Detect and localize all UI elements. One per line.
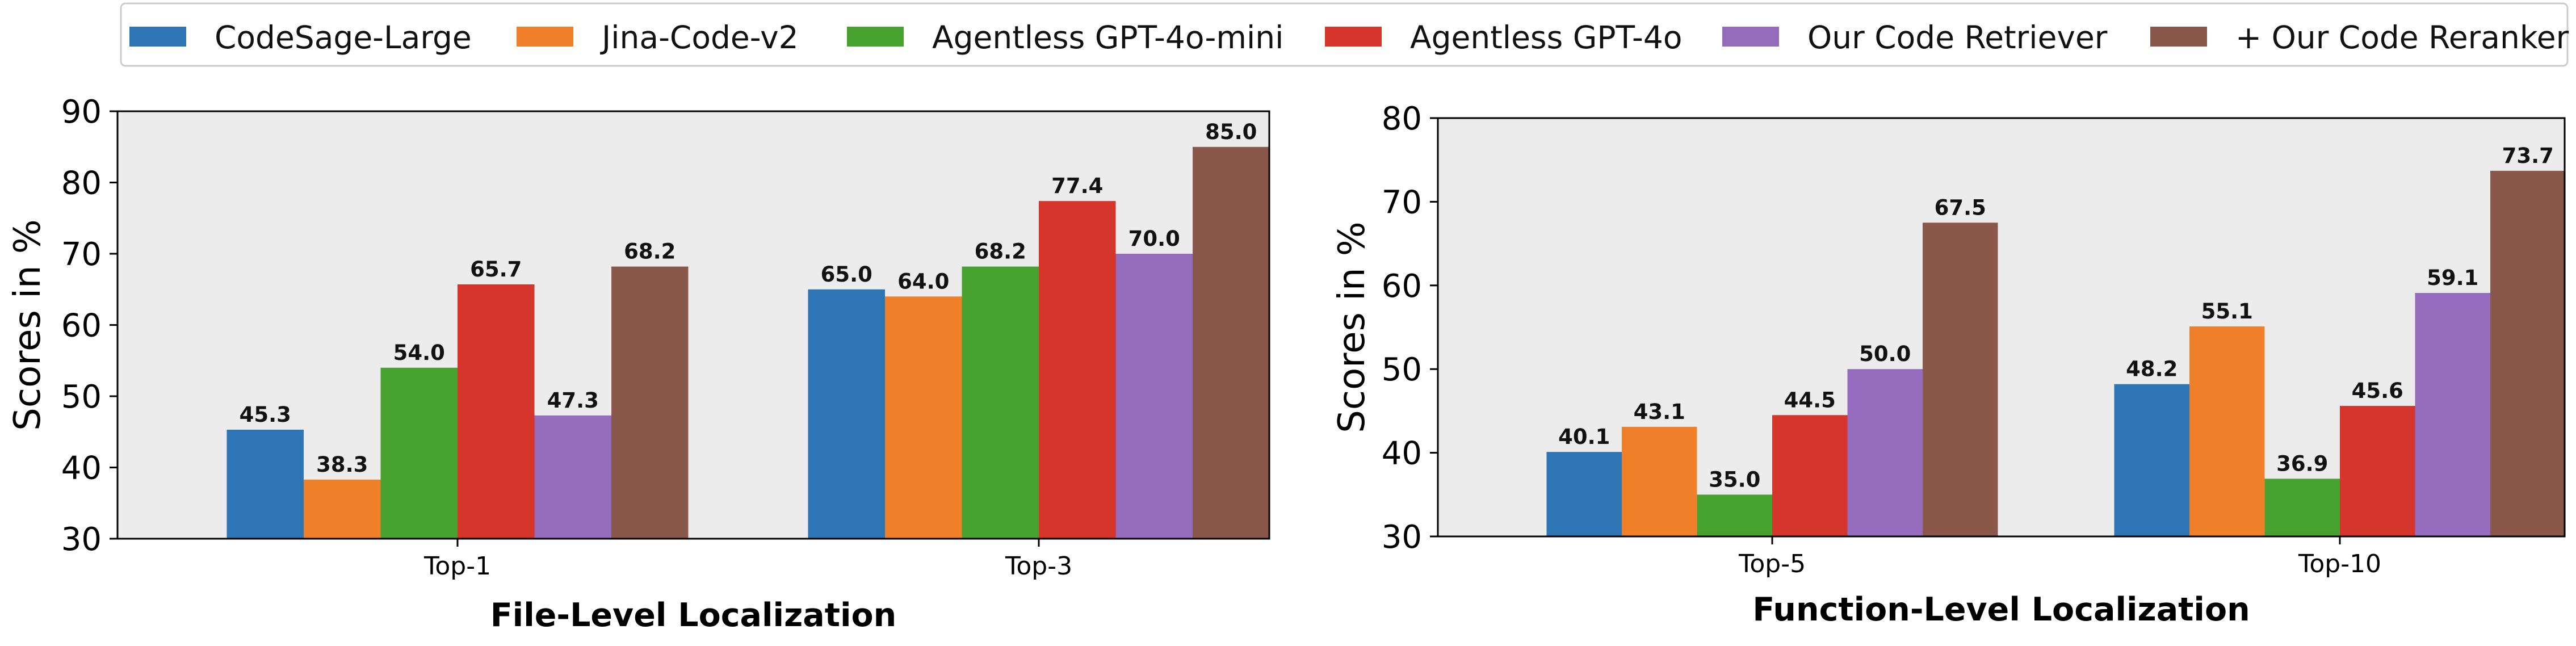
bar [304, 479, 381, 539]
bar-value-label: 35.0 [1709, 467, 1760, 492]
bar [1546, 452, 1622, 536]
bar-value-label: 68.2 [975, 240, 1026, 264]
bar [534, 415, 611, 539]
bar-value-label: 73.7 [2502, 144, 2554, 168]
bar [2114, 384, 2189, 536]
chart-function-level: 40.1 43.1 35.0 44.5 50.0 67.5 48.2 55.1 36.9 45.6… [1331, 100, 2566, 628]
y-tick-label: 50 [1382, 351, 1422, 388]
bar-value-label: 85.0 [1205, 120, 1257, 144]
y-axis-label: Scores in % [7, 219, 49, 430]
bar-value-label: 55.1 [2201, 299, 2253, 324]
x-tick-label: Top-3 [1005, 552, 1072, 581]
y-tick-label: 60 [1382, 268, 1422, 305]
bar-value-label: 44.5 [1784, 388, 1836, 412]
bar [380, 367, 458, 539]
y-tick-label: 70 [61, 236, 102, 273]
y-tick-label: 30 [61, 521, 102, 558]
bar [1697, 494, 1772, 536]
bar-value-label: 48.2 [2126, 357, 2178, 381]
y-axis-label: Scores in % [1331, 221, 1373, 433]
legend-swatch [517, 27, 573, 47]
y-tick-label: 40 [61, 450, 102, 487]
legend-label: Jina-Code-v2 [600, 19, 799, 56]
x-tick-label: Top-10 [2298, 549, 2381, 578]
bar-value-label: 54.0 [393, 341, 445, 365]
bar [1115, 254, 1193, 539]
legend-item: Jina-Code-v2 [517, 19, 799, 56]
bar [2490, 170, 2566, 536]
y-tick-label: 80 [1382, 100, 1422, 137]
bar-value-label: 36.9 [2276, 451, 2328, 476]
legend-swatch [1325, 27, 1382, 47]
bar-value-label: 67.5 [1935, 195, 1986, 220]
bar [2189, 326, 2265, 536]
legend-label: CodeSage-Large [215, 19, 472, 56]
legend-label: Our Code Retriever [1807, 19, 2108, 56]
legend-item: CodeSage-Large [129, 19, 472, 56]
bar [2264, 479, 2340, 536]
bar-value-label: 59.1 [2427, 266, 2478, 290]
bar-value-label: 43.1 [1634, 400, 1685, 424]
y-tick-label: 50 [61, 379, 102, 416]
y-tick-label: 80 [61, 165, 102, 202]
chart-file-level: 45.3 38.3 54.0 65.7 47.3 68.2 65.0 64.0 68.2 77.4… [7, 94, 1270, 634]
bar [962, 266, 1039, 539]
y-tick-label: 60 [61, 308, 102, 345]
bar [2340, 406, 2415, 536]
x-axis-label: Function-Level Localization [1752, 591, 2250, 628]
bar [458, 284, 535, 539]
bar [808, 289, 885, 539]
x-axis-label: File-Level Localization [490, 597, 896, 634]
bar-value-label: 65.7 [470, 257, 522, 282]
bar-value-label: 65.0 [821, 262, 872, 287]
legend-item: + Our Code Reranker [2150, 19, 2569, 56]
bar [1772, 415, 1848, 536]
bar [885, 296, 962, 539]
y-tick-label: 40 [1382, 435, 1422, 472]
bar [1193, 146, 1270, 539]
y-tick-label: 90 [61, 94, 102, 131]
legend-swatch [847, 27, 904, 47]
bar-value-label: 70.0 [1128, 226, 1180, 251]
x-tick-label: Top-1 [423, 552, 491, 581]
bar [1622, 426, 1697, 536]
legend-item: Agentless GPT-4o-mini [847, 19, 1283, 56]
bar-value-label: 47.3 [547, 388, 599, 413]
legend-label: Agentless GPT-4o [1410, 19, 1683, 56]
bar-value-label: 77.4 [1051, 174, 1103, 198]
bar [226, 429, 304, 539]
legend-swatch [1722, 27, 1779, 47]
bar-value-label: 45.3 [240, 402, 291, 427]
bar [611, 266, 689, 539]
bar-value-label: 68.2 [624, 240, 676, 264]
bar [1923, 223, 1998, 536]
x-tick-label: Top-5 [1738, 549, 1806, 578]
legend-label: + Our Code Reranker [2235, 19, 2569, 56]
legend-item: Agentless GPT-4o [1325, 19, 1683, 56]
legend-swatch [2150, 27, 2207, 47]
bar-value-label: 50.0 [1859, 342, 1911, 366]
bar-value-label: 38.3 [316, 452, 368, 477]
legend: CodeSage-Large Jina-Code-v2 Agentless GPT-… [120, 2, 2569, 67]
y-tick-label: 70 [1382, 184, 1422, 221]
y-tick-label: 30 [1382, 519, 1422, 556]
legend-swatch [129, 27, 186, 47]
legend-label: Agentless GPT-4o-mini [932, 19, 1283, 56]
bar-value-label: 45.6 [2352, 379, 2403, 403]
bar [2415, 293, 2490, 536]
plot-frame [1437, 117, 2566, 538]
bar-value-label: 64.0 [897, 269, 949, 293]
bar-value-label: 40.1 [1558, 425, 1610, 449]
bar [1039, 201, 1116, 539]
legend-item: Our Code Retriever [1722, 19, 2108, 56]
bar [1847, 369, 1923, 536]
